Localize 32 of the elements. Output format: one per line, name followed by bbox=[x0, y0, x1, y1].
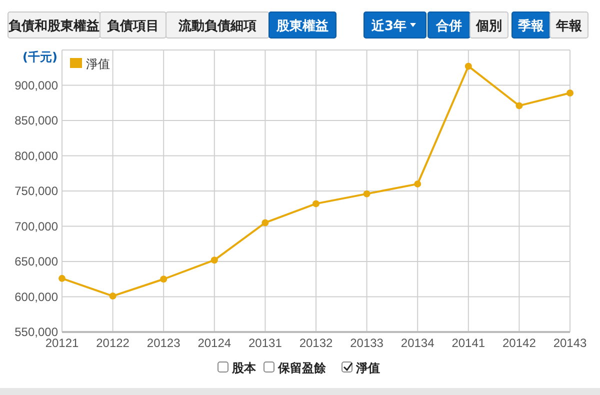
point bbox=[516, 102, 523, 110]
x-tick-label: 20133 bbox=[350, 336, 384, 350]
x-tick-label: 20132 bbox=[299, 336, 334, 350]
point bbox=[109, 292, 116, 300]
y-tick-label: 550,000 bbox=[14, 325, 58, 339]
x-tick-label: 20134 bbox=[400, 336, 435, 350]
x-tick-label: 20142 bbox=[502, 336, 536, 350]
point bbox=[464, 62, 472, 70]
point bbox=[363, 190, 370, 198]
legend-label: 淨值 bbox=[86, 57, 110, 71]
point bbox=[210, 256, 218, 264]
x-tick-label: 20123 bbox=[146, 336, 181, 350]
y-tick-label: 700,000 bbox=[14, 219, 58, 234]
y-tick-label: 750,000 bbox=[14, 184, 58, 198]
x-tick-label: 20121 bbox=[45, 336, 80, 350]
y-tick-label: 900,000 bbox=[14, 78, 58, 92]
y-axis-title: (千元) bbox=[22, 50, 58, 64]
point bbox=[58, 274, 66, 282]
x-tick-label: 20131 bbox=[248, 336, 282, 350]
x-tick-label: 20143 bbox=[553, 336, 588, 350]
point bbox=[160, 276, 168, 283]
y-tick-label: 850,000 bbox=[14, 114, 58, 128]
x-tick-label: 20141 bbox=[452, 336, 486, 350]
x-tick-label: 20122 bbox=[96, 336, 130, 350]
point bbox=[262, 219, 269, 226]
x-tick-label: 20124 bbox=[198, 336, 232, 350]
y-tick-label: 800,000 bbox=[14, 148, 58, 163]
y-tick-label: 600,000 bbox=[14, 290, 58, 304]
point bbox=[566, 90, 574, 97]
point bbox=[312, 200, 320, 208]
y-tick-label: 650,000 bbox=[14, 254, 58, 268]
point bbox=[414, 180, 422, 188]
